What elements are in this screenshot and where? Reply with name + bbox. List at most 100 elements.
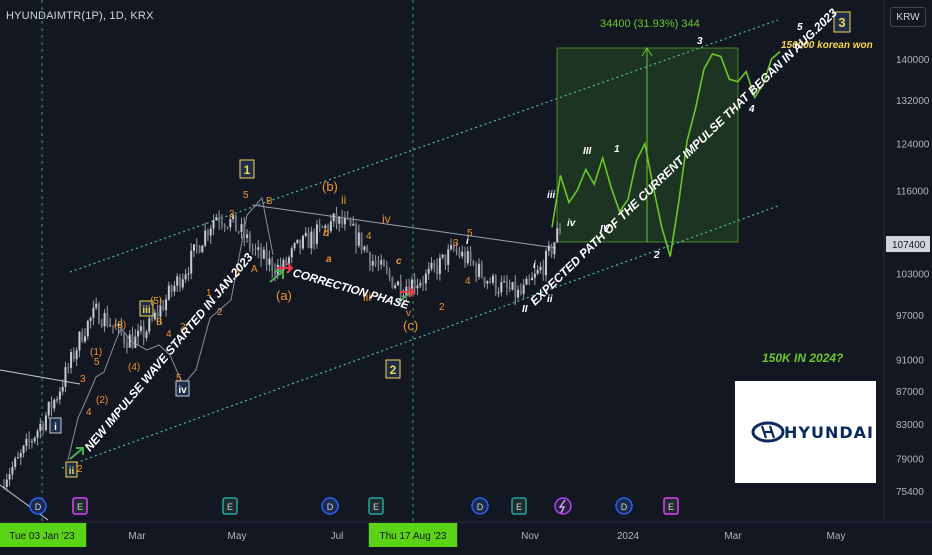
candle [142, 320, 145, 346]
wave-num-4-mid: 4 [166, 329, 172, 340]
proj-i-label: i [533, 260, 536, 271]
price-tick-label: 75400 [896, 487, 924, 498]
wave-c-label: (c) [403, 318, 418, 333]
wave-box-iv[interactable]: iv [175, 380, 190, 397]
price-axis[interactable]: 75400 79000 83000 87000 91000 97000 103000 1160… [886, 55, 930, 498]
proj-5-label: 5 [797, 22, 803, 33]
candle [156, 304, 159, 326]
candle [192, 244, 195, 258]
event-marker-e[interactable]: E [72, 497, 88, 515]
event-marker-e[interactable]: E [368, 497, 384, 515]
proj-IV-label: IV [600, 224, 611, 235]
candle [550, 243, 553, 258]
price-tick-label: 140000 [896, 55, 930, 66]
wave-structure-line [67, 196, 274, 461]
price-tick-label: 124000 [896, 140, 930, 151]
candle [500, 275, 503, 297]
event-marker-d[interactable]: D [321, 497, 339, 515]
candle [542, 259, 545, 281]
candle [369, 251, 372, 272]
old-trendline-upper [0, 369, 81, 385]
event-marker-e[interactable]: E [222, 497, 238, 515]
candle [371, 254, 374, 272]
candle [89, 316, 92, 329]
wave-num-5-top: 5 [243, 190, 249, 201]
candle [159, 298, 162, 325]
candle [22, 444, 25, 458]
candle [232, 214, 235, 223]
event-marker-d[interactable]: D [29, 497, 47, 515]
price-tick-label: 116000 [896, 186, 929, 197]
candle [315, 219, 318, 249]
candle [44, 411, 47, 432]
time-axis[interactable]: Tue 03 Jan '23 Mar May Jul Thu 17 Aug '23 Nov… [0, 523, 845, 547]
wave-box-2-label: 2 [390, 363, 397, 377]
candle [396, 280, 399, 286]
candle [430, 257, 433, 272]
currency-button[interactable]: KRW [890, 7, 926, 27]
event-marker-e[interactable]: E [511, 497, 527, 515]
event-marker-d[interactable]: D [471, 497, 489, 515]
wave-num-3-corr: 3 [453, 238, 459, 249]
candle [120, 317, 123, 336]
wave-box-1[interactable]: 1 [239, 159, 255, 179]
date-highlight-badge [368, 523, 458, 547]
svg-text:E: E [373, 502, 379, 512]
wave-num-5-low: 5 [94, 357, 100, 368]
candle [204, 222, 207, 248]
proj-ii-label: ii [547, 294, 553, 305]
candle [218, 210, 221, 231]
event-marker-e[interactable]: E [663, 497, 679, 515]
candle [58, 387, 61, 405]
time-tick-label: 2024 [617, 531, 640, 542]
split-marker[interactable] [554, 497, 572, 515]
last-price-label: 107400 [892, 240, 926, 251]
wave-box-iv-label: iv [178, 385, 187, 396]
candle [377, 255, 380, 272]
wave-box-iii[interactable]: iii [139, 300, 154, 317]
candle [131, 326, 134, 350]
wave-letter-b-top: B [266, 196, 273, 207]
candle [422, 275, 425, 291]
candle [223, 223, 226, 233]
orange-wave-labels: (b) (a) (c) ii iii iv 5 3 4 1 2 3 5 4 (1… [77, 179, 473, 475]
proj-1-label: 1 [614, 144, 620, 155]
candle [262, 246, 265, 260]
wave-letter-a: A [251, 264, 258, 275]
candle [251, 243, 254, 256]
wave-box-ii-label: ii [69, 466, 75, 477]
candle [268, 250, 271, 272]
candle [522, 279, 525, 299]
wave-a-label: (a) [276, 288, 292, 303]
candle [111, 325, 114, 334]
candle [212, 214, 215, 236]
candle [139, 319, 142, 335]
svg-text:E: E [668, 502, 674, 512]
candle [5, 473, 8, 492]
candle [547, 240, 550, 257]
candle [75, 347, 78, 366]
candle [452, 241, 455, 253]
wave-box-ii[interactable]: ii [65, 461, 78, 478]
wave-box-2[interactable]: 2 [385, 359, 401, 379]
projection-arrow-head [641, 47, 653, 57]
date-highlight-badge [0, 523, 87, 547]
price-tick-label: 103000 [896, 269, 930, 280]
proj-II-label: II [522, 304, 528, 315]
white-wave-labels: III IV 1 2 3 4 5 iii iv i ii II i a b c [323, 22, 803, 315]
wave-box-3[interactable]: 3 [833, 11, 851, 33]
event-marker-d[interactable]: D [615, 497, 633, 515]
price-tick-label: 97000 [896, 311, 924, 322]
candle [220, 214, 223, 230]
candle [103, 308, 106, 333]
candle [427, 262, 430, 280]
candle [508, 279, 511, 293]
candle [455, 242, 458, 256]
wave-num-4-corr2: 4 [465, 276, 471, 287]
wave-box-i[interactable]: i [49, 417, 62, 434]
candle [391, 276, 394, 289]
candle [419, 279, 422, 289]
